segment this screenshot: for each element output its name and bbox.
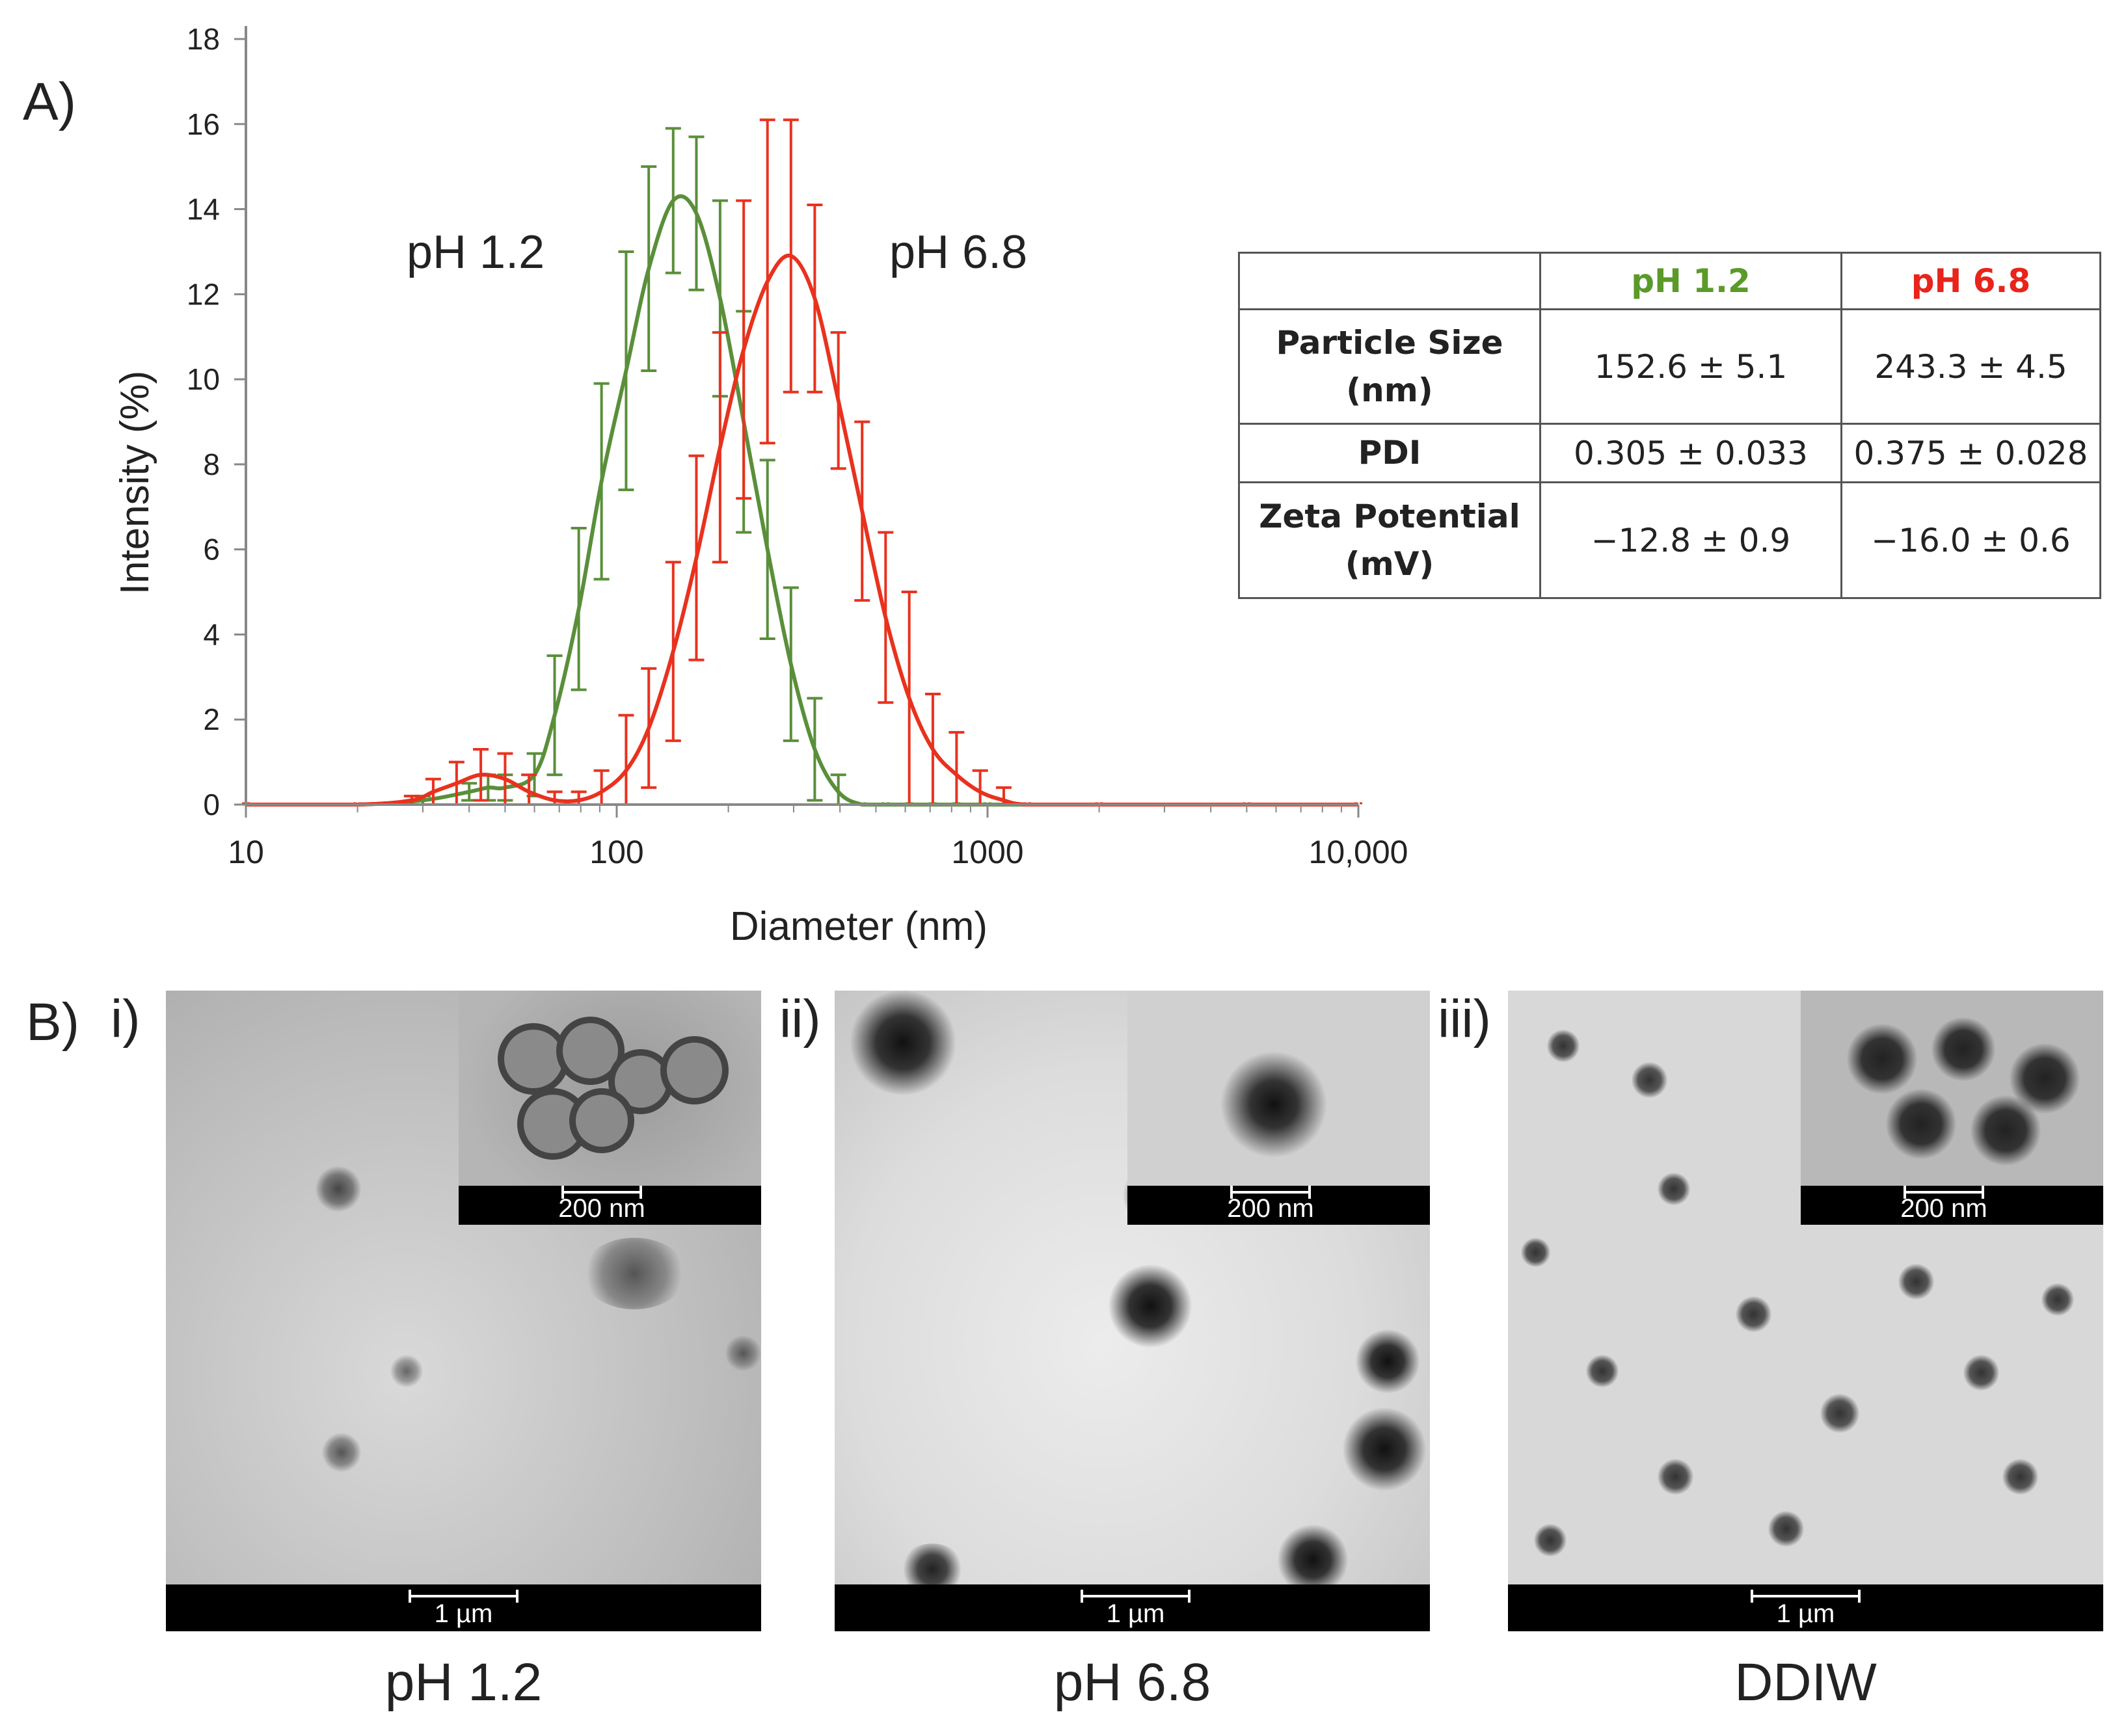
- particle: [316, 1166, 361, 1212]
- axis-layer: 0 2 4 6 8 10 12 14 16 18 10 100 1000 10,000: [187, 22, 1408, 870]
- row-header-line: (mV): [1345, 544, 1434, 583]
- inset-scale-bar: [1904, 1186, 1984, 1199]
- row-header-line: Particle Size: [1276, 324, 1503, 362]
- y-tick-label: 4: [203, 617, 220, 651]
- tem-caption-i: pH 1.2: [384, 1653, 543, 1712]
- y-tick-label: 14: [187, 193, 220, 226]
- annotation-ph68: pH 6.8: [889, 226, 1027, 278]
- cell-pdi-ph68: 0.375 ± 0.028: [1840, 423, 2101, 483]
- y-tick-label: 8: [203, 447, 220, 481]
- cell-zeta-ph68: −16.0 ± 0.6: [1840, 481, 2101, 599]
- y-tick-label: 10: [187, 362, 220, 396]
- cell-particle-size-ph12: 152.6 ± 5.1: [1539, 308, 1842, 425]
- scale-bar: [1081, 1590, 1191, 1603]
- table-row: PDI 0.305 ± 0.033 0.375 ± 0.028: [1238, 423, 2101, 483]
- particle: [1355, 1329, 1420, 1394]
- particle: [390, 1355, 423, 1387]
- tem-sublabel-i: i): [111, 989, 141, 1048]
- tem-sublabel-iii: iii): [1438, 989, 1491, 1048]
- tem-caption-ii: pH 6.8: [1053, 1653, 1211, 1712]
- tem-inset-iii: 200 nm: [1801, 991, 2103, 1225]
- row-header-particle-size: Particle Size (nm): [1238, 308, 1541, 425]
- inset-scale-label: 200 nm: [1227, 1194, 1314, 1223]
- panel-a-label: A): [23, 72, 76, 131]
- x-axis-label: Diameter (nm): [730, 904, 988, 949]
- table-corner-cell: [1238, 252, 1541, 310]
- x-tick-label: 10: [228, 834, 264, 870]
- scale-bar-background: [166, 1584, 761, 1631]
- x-tick-label: 1000: [951, 834, 1023, 870]
- cell-zeta-ph12: −12.8 ± 0.9: [1539, 481, 1842, 599]
- tem-image-ii: 200 nm 1 µm: [835, 991, 1430, 1631]
- scale-bar-background: [835, 1584, 1430, 1631]
- panel-b-label: B): [26, 993, 79, 1052]
- inset-scale-label: 200 nm: [1900, 1194, 1987, 1223]
- series-line: [246, 253, 1358, 807]
- y-tick-label: 2: [203, 702, 220, 736]
- col-header-ph68: pH 6.8: [1840, 252, 2101, 310]
- scale-bar-background: [1508, 1584, 2103, 1631]
- row-header-line: (nm): [1346, 371, 1433, 409]
- tem-inset-ii: 200 nm: [1127, 991, 1430, 1225]
- inset-scale-bar: [561, 1186, 642, 1199]
- row-header-zeta: Zeta Potential (mV): [1238, 481, 1541, 599]
- tem-sublabel-ii: ii): [779, 989, 821, 1048]
- x-tick-label: 10,000: [1309, 834, 1408, 870]
- col-header-ph12: pH 1.2: [1539, 252, 1842, 310]
- scale-bar: [409, 1590, 518, 1603]
- plot-layer: [242, 118, 1362, 807]
- scale-bar: [1751, 1590, 1861, 1603]
- particle: [1277, 1524, 1349, 1596]
- particle-aggregate: [848, 991, 958, 1095]
- tem-image-iii: 200 nm 1 µm: [1508, 991, 2103, 1631]
- row-header-pdi: PDI: [1238, 423, 1541, 483]
- cell-particle-size-ph68: 243.3 ± 4.5: [1840, 308, 2101, 425]
- stats-table: pH 1.2 pH 6.8 Particle Size (nm) 152.6 ±…: [1238, 252, 2101, 599]
- y-axis-label: Intensity (%): [113, 371, 157, 595]
- inset-scale-bar: [1230, 1186, 1311, 1199]
- tem-inset-i: 200 nm: [459, 991, 761, 1225]
- table-row: Zeta Potential (mV) −12.8 ± 0.9 −16.0 ± …: [1238, 481, 2101, 599]
- scale-label: 1 µm: [1776, 1599, 1835, 1628]
- row-header-line: Zeta Potential: [1259, 498, 1520, 535]
- tem-image-i: 200 nm 1 µm: [166, 991, 761, 1631]
- particle: [725, 1335, 761, 1371]
- y-tick-label: 18: [187, 22, 220, 56]
- dls-chart: 0 2 4 6 8 10 12 14 16 18 10 100 1000 10,000 Diameter …: [113, 22, 1408, 949]
- particle-cluster: [582, 1238, 686, 1309]
- y-tick-label: 12: [187, 277, 220, 311]
- annotation-ph12: pH 1.2: [407, 226, 545, 278]
- inset-scale-label: 200 nm: [558, 1194, 645, 1223]
- table-header-row: pH 1.2 pH 6.8: [1238, 252, 2101, 310]
- table-row: Particle Size (nm) 152.6 ± 5.1 243.3 ± 4…: [1238, 308, 2101, 425]
- series-line: [246, 194, 1358, 807]
- x-tick-label: 100: [589, 834, 643, 870]
- row-header-line: PDI: [1358, 434, 1421, 472]
- particle: [1108, 1264, 1192, 1348]
- particle: [322, 1433, 361, 1472]
- y-tick-label: 0: [203, 788, 220, 821]
- y-tick-label: 16: [187, 107, 220, 141]
- tem-caption-iii: DDIW: [1734, 1653, 1877, 1712]
- particle: [1342, 1407, 1427, 1491]
- y-tick-label: 6: [203, 533, 220, 567]
- scale-label: 1 µm: [1106, 1599, 1165, 1628]
- scale-label: 1 µm: [434, 1599, 493, 1628]
- cell-pdi-ph12: 0.305 ± 0.033: [1539, 423, 1842, 483]
